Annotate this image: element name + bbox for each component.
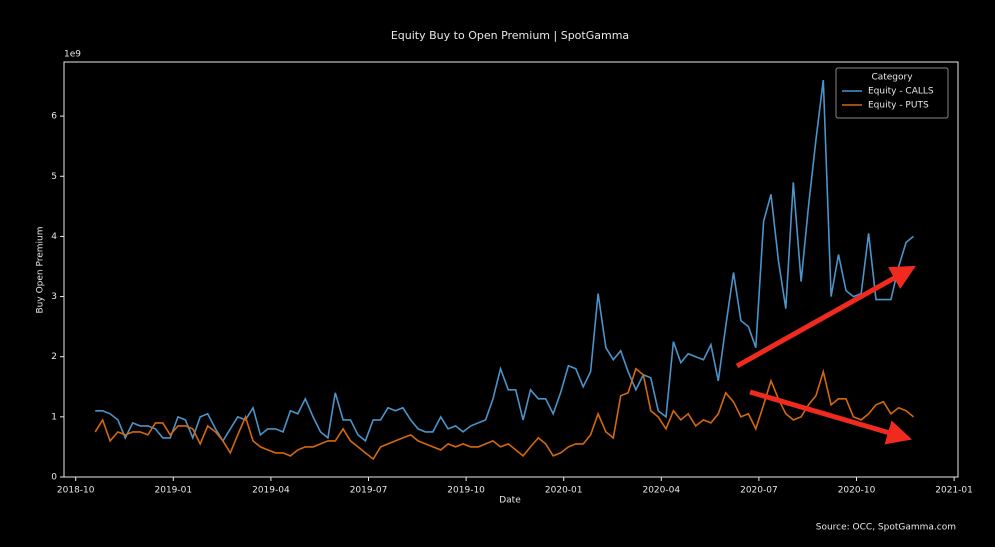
y-tick-label: 3 [51, 292, 57, 302]
x-tick-label: 2019-01 [155, 486, 193, 496]
y-tick-label: 2 [51, 352, 57, 362]
legend-title: Category [871, 73, 913, 83]
x-tick-label: 2019-10 [447, 486, 485, 496]
y-tick-label: 1 [51, 412, 57, 422]
y-offset-text: 1e9 [64, 50, 81, 60]
plot-frame [63, 61, 959, 478]
y-tick-label: 6 [51, 112, 57, 122]
annotation-arrow [749, 389, 912, 445]
legend-label: Equity - PUTS [868, 101, 929, 111]
x-axis-label: Date [499, 496, 521, 506]
legend-box [835, 67, 949, 119]
legend: Category Equity - CALLS Equity - PUTS [835, 67, 949, 119]
y-tick-label: 4 [51, 232, 57, 242]
x-tick-label: 2019-07 [350, 486, 388, 496]
y-axis-label: Buy Open Premium [36, 226, 46, 313]
plot-area [94, 79, 915, 461]
source-note: Source: OCC, SpotGamma.com [816, 523, 956, 533]
x-tick-label: 2020-07 [740, 486, 778, 496]
x-tick-label: 2020-01 [545, 486, 583, 496]
y-tick-label: 5 [51, 172, 57, 182]
x-tick-label: 2020-04 [642, 486, 680, 496]
x-tick-label: 2019-04 [252, 486, 290, 496]
series-line [94, 367, 915, 461]
chart-title: Equity Buy to Open Premium | SpotGamma [391, 29, 629, 42]
annotation-arrow [735, 265, 916, 369]
x-tick-label: 2018-10 [57, 486, 95, 496]
y-tick-label: 0 [51, 473, 57, 483]
x-tick-label: 2020-10 [838, 486, 876, 496]
x-tick-label: 2021-01 [935, 486, 973, 496]
series-line [95, 79, 915, 443]
legend-label: Equity - CALLS [868, 87, 934, 97]
